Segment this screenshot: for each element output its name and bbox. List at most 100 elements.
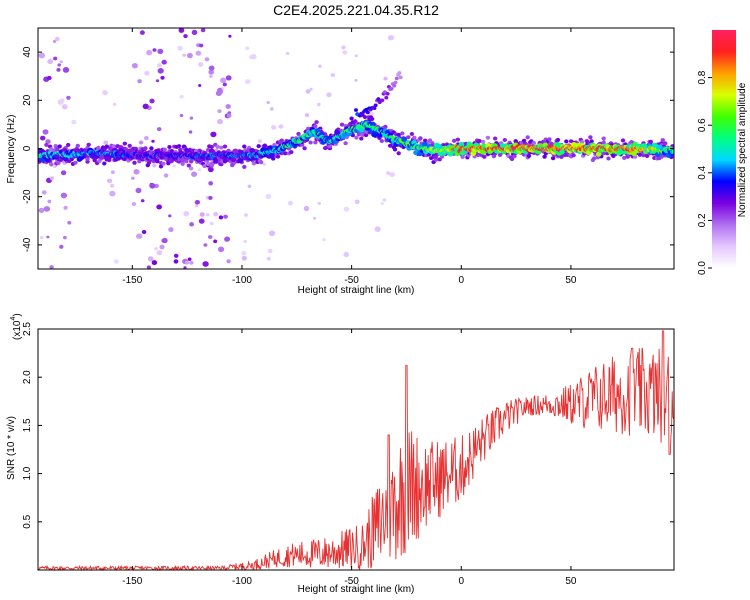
spectrogram-cell [521, 138, 527, 143]
spectrogram-cell [247, 184, 252, 188]
spectrogram-cell [111, 144, 117, 149]
spectrogram-cell [341, 45, 346, 50]
colorbar-tick-label: 0.0 [697, 261, 708, 275]
spectrogram-cell [152, 163, 157, 168]
spectrogram-cell [156, 127, 162, 132]
spectrogram-cell [45, 139, 51, 145]
spectrogram-cell [202, 164, 207, 169]
spectrogram-cell [595, 151, 602, 157]
spectrogram-cell [202, 261, 209, 267]
spectrogram-cell [41, 190, 47, 195]
spectrogram-cell [275, 154, 281, 159]
spectrogram-cell [195, 50, 202, 56]
spectrogram-cell [191, 171, 198, 177]
colorbar-tick-label: 0.8 [697, 70, 708, 84]
spectrogram-cell [103, 140, 109, 145]
figure-title: C2E4.2025.221.04.35.R12 [273, 2, 439, 18]
spectrogram-cell [312, 216, 317, 220]
colorbar-gradient [712, 30, 736, 268]
snr-frame [37, 328, 675, 571]
spectrogram-cell [208, 69, 214, 75]
x-tick-label: 0 [458, 576, 464, 587]
spectrogram-cell [140, 199, 145, 203]
spectrogram-cell [46, 75, 52, 81]
spectrogram-cell [159, 244, 165, 250]
spectrogram-cell [208, 65, 215, 71]
spectrogram-cell [149, 183, 156, 189]
spectrogram-cell [167, 145, 172, 149]
spectrogram-cell [183, 34, 188, 39]
spectrogram-cell [660, 138, 665, 143]
spectrogram-cell [40, 235, 44, 240]
spectrogram-cell [648, 139, 653, 144]
spectrogram-cell [482, 154, 487, 159]
spectrogram-cell [287, 200, 293, 206]
spectrogram-cell [245, 46, 250, 50]
spectrogram-cell [131, 62, 138, 69]
spectrogram-cell [122, 141, 128, 146]
spectrogram-cell [383, 124, 388, 129]
spectrogram-cell [110, 170, 115, 174]
spectrogram-cell [198, 62, 204, 67]
spectrogram-cell [232, 148, 239, 154]
snr-x-label: Height of straight line (km) [298, 584, 415, 595]
spectrogram-cell [189, 222, 195, 227]
spectrogram-cell [663, 141, 668, 146]
spectrogram-cell [99, 154, 105, 160]
spectrogram-cell [304, 113, 310, 118]
spectrogram-cell [601, 140, 606, 145]
spectrogram-cell [480, 139, 486, 144]
spectrogram-cell [385, 92, 390, 96]
spectrogram-cell [186, 52, 193, 59]
spectrogram-cell [146, 265, 151, 269]
spectrogram-cell [59, 244, 64, 249]
spectrogram-cell [38, 52, 45, 59]
spectrogram-cell [279, 138, 284, 143]
spectrogram-cell [57, 144, 62, 149]
spectrogram-cell [316, 102, 321, 107]
spectrogram-cell [160, 75, 165, 80]
spectrogram-cell [330, 73, 336, 78]
y-tick-label: 20 [22, 94, 33, 106]
spectrogram-cell [269, 107, 274, 111]
spectrogram-cell [477, 139, 482, 143]
spectrogram-cell [133, 169, 140, 175]
spectrogram-cell [209, 163, 214, 168]
spectrogram-cell [526, 154, 532, 158]
spectrogram-cell [365, 110, 370, 115]
spectrogram-cell [451, 138, 457, 143]
spectrogram-cell [132, 160, 137, 165]
spectrogram-cell [217, 109, 222, 113]
svg-text:(x104): (x104) [10, 313, 23, 340]
spectrogram-cell [44, 142, 49, 147]
spectrogram-cell [144, 136, 149, 141]
spectrogram-cell [109, 190, 116, 197]
spectrogram-cell [243, 239, 248, 244]
spectrogram-cell [137, 79, 142, 84]
y-tick-label: 1.5 [22, 418, 33, 432]
spectrogram-cell [380, 98, 385, 103]
spectrogram-cell [109, 183, 115, 188]
spectrogram-cell [266, 100, 271, 105]
spectrogram-cell [437, 157, 442, 162]
spectrogram-cell [131, 176, 135, 180]
spectrogram-cell [141, 230, 147, 234]
spectrogram-cell [392, 83, 397, 88]
spectrogram-cell [205, 162, 211, 166]
spectrogram-cell [47, 199, 52, 204]
spectrogram-cell [262, 162, 266, 166]
spectrogram-cell [198, 84, 202, 87]
spectrogram-cell [226, 259, 231, 264]
y-tick-label: 0.5 [22, 514, 33, 528]
spectrogram-cell [198, 218, 205, 224]
y-tick-label: 2.0 [22, 370, 33, 384]
spectrogram-cell [241, 255, 247, 261]
spectrogram-cell [354, 54, 358, 58]
snr-y-label: SNR (10 * v/v) [6, 416, 17, 480]
spectrogram-cell [591, 156, 597, 161]
spectrogram-cell [601, 136, 606, 141]
spectrogram-cell [250, 54, 257, 60]
spectrogram-cell [369, 117, 375, 121]
spectrogram-cell [75, 143, 81, 148]
